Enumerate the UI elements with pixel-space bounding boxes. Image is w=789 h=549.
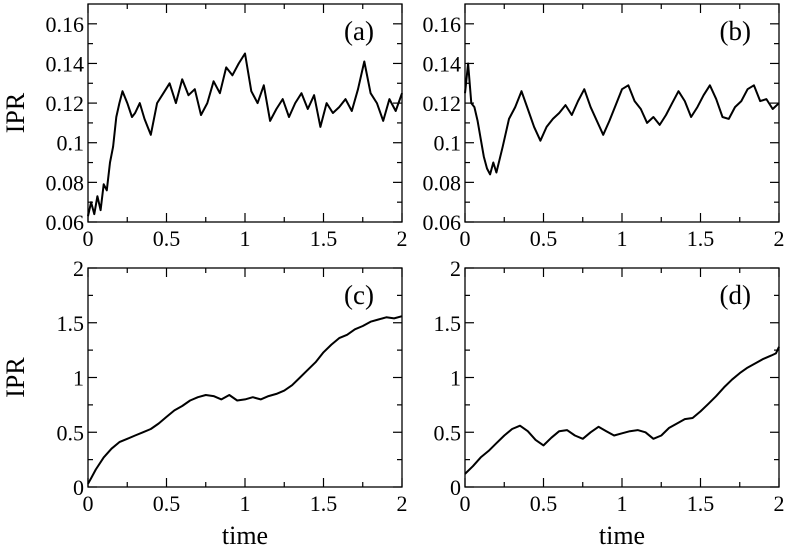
x-tick-label: 1 [617, 491, 628, 516]
x-axis-label: time [599, 521, 645, 549]
x-tick-label: 2 [397, 226, 408, 251]
panel-label: (a) [344, 16, 374, 46]
x-tick-label: 0.5 [530, 491, 558, 516]
x-tick-label: 0 [83, 226, 94, 251]
series-line [464, 62, 780, 176]
y-tick-label: 0 [73, 475, 84, 500]
y-tick-label: 1.5 [434, 311, 462, 336]
x-tick-label: 1 [240, 491, 251, 516]
y-axis-label: IPR [1, 92, 30, 133]
x-tick-label: 1.5 [310, 226, 338, 251]
x-tick-label: 2 [774, 226, 785, 251]
y-tick-label: 0.12 [423, 91, 462, 116]
y-tick-label: 0.5 [434, 420, 462, 445]
x-tick-label: 1 [240, 226, 251, 251]
y-tick-label: 2 [450, 256, 461, 281]
y-tick-label: 0.06 [423, 210, 462, 235]
y-tick-label: 0.14 [46, 51, 85, 76]
x-tick-label: 0.5 [153, 226, 181, 251]
x-tick-label: 0.5 [153, 491, 181, 516]
x-tick-label: 2 [397, 491, 408, 516]
y-tick-label: 0.16 [423, 12, 462, 37]
y-tick-label: 1.5 [57, 311, 85, 336]
y-tick-label: 0.1 [57, 131, 85, 156]
series-line [464, 346, 780, 475]
y-tick-label: 0.06 [46, 210, 85, 235]
x-tick-label: 0 [83, 491, 94, 516]
panel-3: 0 0.5 1 1.5 2 0 0.5 1 1.5 2 (d) time [434, 256, 785, 549]
y-tick-label: 0.08 [46, 170, 85, 195]
y-axis-label: IPR [1, 357, 30, 398]
y-tick-label: 2 [73, 256, 84, 281]
x-tick-label: 1.5 [687, 491, 715, 516]
y-tick-label: 1 [450, 366, 461, 391]
x-tick-label: 0 [460, 491, 471, 516]
panel-label: (b) [720, 16, 751, 46]
y-tick-label: 0.14 [423, 51, 462, 76]
y-tick-label: 0.12 [46, 91, 85, 116]
x-tick-label: 2 [774, 491, 785, 516]
x-tick-label: 1.5 [310, 491, 338, 516]
x-tick-label: 0 [460, 226, 471, 251]
panel-1: 0 0.5 1 1.5 2 0.06 0.08 0.1 0.12 0.14 0.16 (b) [423, 3, 785, 251]
series-line [87, 52, 403, 217]
x-tick-label: 1 [617, 226, 628, 251]
y-tick-label: 0.1 [434, 131, 462, 156]
y-tick-label: 1 [73, 366, 84, 391]
series-line [87, 315, 403, 485]
x-axis-label: time [222, 521, 268, 549]
panel-label: (d) [720, 280, 751, 310]
panel-label: (c) [344, 280, 374, 310]
panel-0: 0 0.5 1 1.5 2 0.06 0.08 0.1 0.12 0.14 0.16 (a) IPR [1, 3, 408, 251]
y-tick-label: 0 [450, 475, 461, 500]
y-tick-label: 0.08 [423, 170, 462, 195]
x-tick-label: 0.5 [530, 226, 558, 251]
y-tick-label: 0.16 [46, 12, 85, 37]
y-tick-label: 0.5 [57, 420, 85, 445]
x-tick-label: 1.5 [687, 226, 715, 251]
panel-2: 0 0.5 1 1.5 2 0 0.5 1 1.5 2 (c) IPR time [1, 256, 408, 549]
